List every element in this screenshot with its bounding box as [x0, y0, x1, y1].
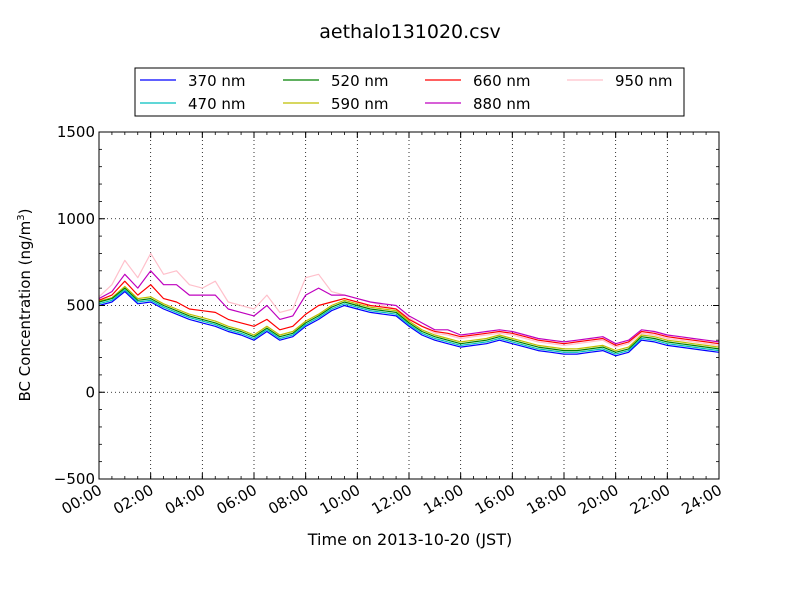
y-axis-label-end: ) [16, 209, 34, 215]
y-tick-label: 1000 [57, 210, 95, 228]
y-axis-label-main: BC Concentration (ng/m [16, 221, 34, 402]
legend-label: 590 nm [331, 95, 389, 113]
y-tick-label: 0 [85, 383, 95, 401]
grid [99, 132, 719, 479]
y-tick-label: −500 [54, 470, 95, 488]
x-tick-label: 20:00 [575, 481, 621, 518]
legend: 370 nm 470 nm 520 nm 590 nm 660 nm 880 nm 950 … [134, 67, 685, 117]
legend-box [134, 67, 685, 117]
x-tick-label: 10:00 [317, 481, 363, 518]
chart-title: aethalo131020.csv [319, 21, 501, 43]
series-line-660-nm [99, 280, 719, 346]
legend-label: 470 nm [188, 95, 246, 113]
legend-label: 520 nm [331, 72, 389, 90]
x-tick-label: 02:00 [110, 481, 156, 518]
x-tick-label: 16:00 [472, 481, 518, 518]
series-line-950-nm [99, 252, 719, 348]
y-axis-label-sup: 3 [16, 214, 27, 220]
x-tick-label: 18:00 [524, 481, 570, 518]
y-tick-label: 1500 [57, 123, 95, 141]
x-tick-label: 08:00 [265, 481, 311, 518]
y-tick-label: 500 [66, 297, 95, 315]
x-tick-label: 14:00 [420, 481, 466, 518]
series-line-880-nm [99, 270, 719, 345]
series-line-590-nm [99, 285, 719, 352]
x-tick-label: 04:00 [162, 481, 208, 518]
x-tick-label: 06:00 [214, 481, 260, 518]
legend-label: 880 nm [473, 95, 531, 113]
x-tick-label: 22:00 [627, 481, 673, 518]
series-line-370-nm [99, 291, 719, 357]
series-line-520-nm [99, 287, 719, 353]
x-tick-label: 12:00 [369, 481, 415, 518]
series-group [99, 252, 719, 357]
legend-label: 660 nm [473, 72, 531, 90]
y-axis-label: BC Concentration (ng/m3) [16, 209, 34, 402]
legend-label: 950 nm [615, 72, 673, 90]
x-tick-label: 24:00 [679, 481, 725, 518]
series-line-470-nm [99, 289, 719, 355]
x-axis-label: Time on 2013-10-20 (JST) [307, 530, 512, 549]
legend-label: 370 nm [188, 72, 246, 90]
plot-frame [98, 131, 720, 480]
